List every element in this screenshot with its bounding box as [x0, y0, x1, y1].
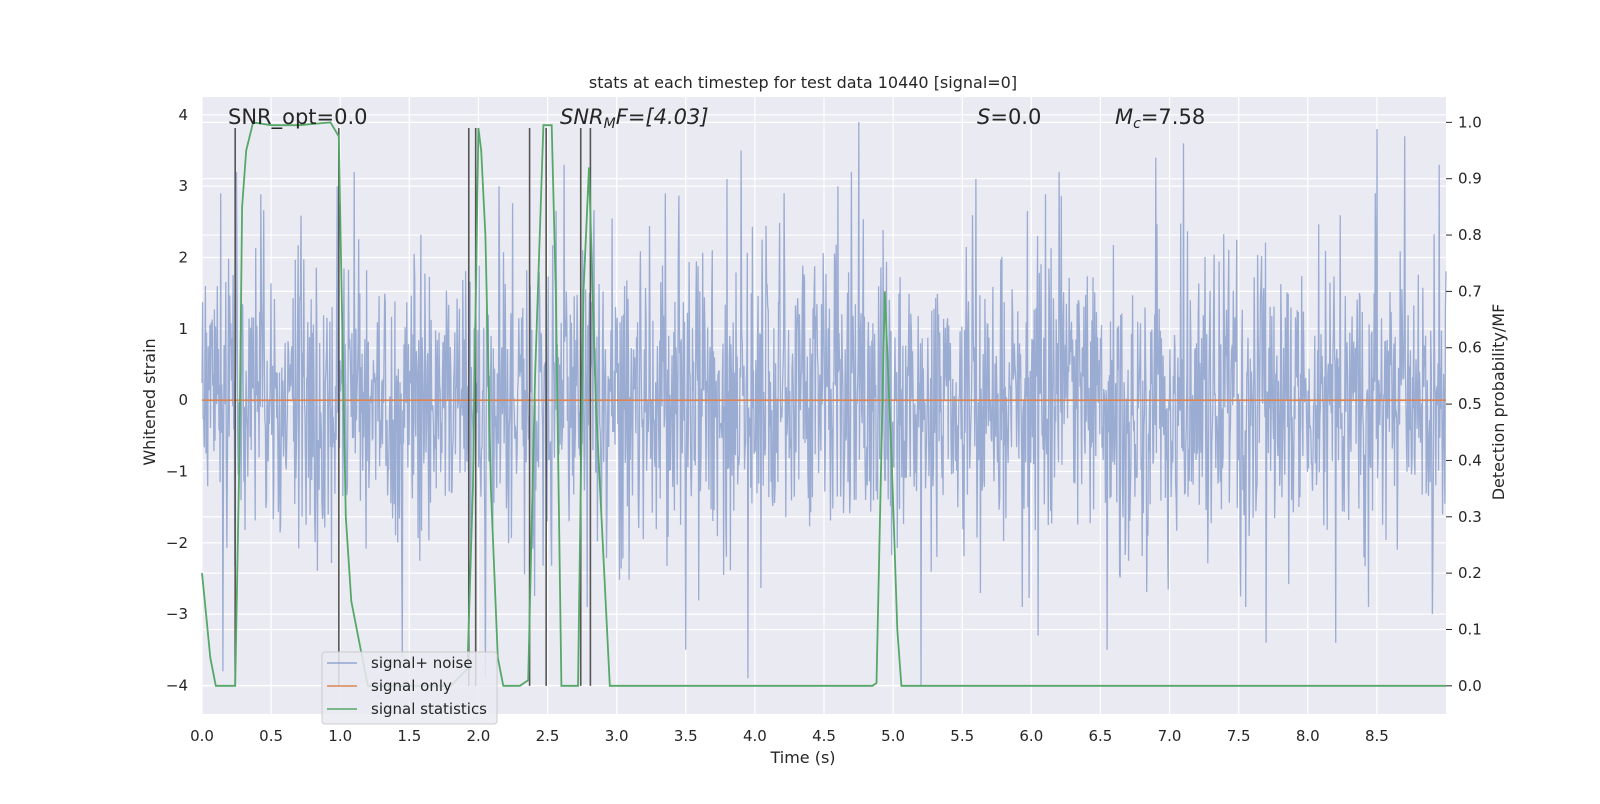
y-right-tick-label: 1.0 — [1458, 113, 1482, 131]
x-tick-label: 7.5 — [1227, 727, 1251, 745]
legend-label-signal-only: signal only — [371, 677, 452, 695]
legend-label-signal-statistics: signal statistics — [371, 700, 487, 718]
y-tick-label: −3 — [166, 605, 188, 623]
annotation-s-main: S — [977, 105, 990, 129]
x-tick-label: 0.5 — [259, 727, 283, 745]
y-right-tick-label: 0.2 — [1458, 564, 1482, 582]
legend: signal+ noise signal only signal statist… — [321, 651, 498, 725]
annotation-mc-main: M — [1115, 105, 1133, 129]
y-tick-label: 1 — [178, 320, 188, 338]
annotation-mc: Mc=7.58 — [1115, 105, 1205, 132]
x-tick-label: 5.0 — [881, 727, 905, 745]
y-tick-label: 3 — [178, 177, 188, 195]
y-right-tick-label: 0.8 — [1458, 226, 1482, 244]
y-right-tick-label: 0.5 — [1458, 395, 1482, 413]
y-right-tick-label: 0.4 — [1458, 451, 1482, 469]
annotation-snr-opt: SNR_opt=0.0 — [228, 105, 368, 130]
y-tick-label: 4 — [178, 106, 188, 124]
y-tick-label: −1 — [166, 462, 188, 480]
x-tick-label: 3.0 — [605, 727, 629, 745]
x-tick-label: 4.0 — [743, 727, 767, 745]
legend-label-signal-plus-noise: signal+ noise — [371, 654, 473, 672]
chart-title: stats at each timestep for test data 104… — [589, 73, 1017, 92]
annotation-s-rest: =0.0 — [990, 105, 1041, 129]
y-axis-ticks: 4 3 2 1 0 −1 −2 −3 −4 — [166, 106, 188, 695]
y-right-tick-label: 0.9 — [1458, 170, 1482, 188]
y-right-tick-label: 0.0 — [1458, 677, 1482, 695]
marker-lines — [234, 127, 592, 686]
y-right-tick-label: 0.7 — [1458, 282, 1482, 300]
y-axis-label: Whitened strain — [140, 338, 159, 465]
annotation-snr-mf-sub: M — [604, 116, 616, 132]
x-tick-label: 1.0 — [328, 727, 352, 745]
annotation-snr-mf-rest: F=[4.03] — [616, 105, 709, 129]
x-tick-label: 2.5 — [536, 727, 560, 745]
x-tick-label: 0.0 — [190, 727, 214, 745]
signal-statistics-line — [201, 121, 1446, 687]
series-signal-statistics — [201, 121, 1446, 687]
y-right-axis-label: Detection probability/MF — [1489, 304, 1508, 501]
y-tick-label: 0 — [178, 391, 188, 409]
x-tick-label: 4.5 — [812, 727, 836, 745]
y-tick-label: 2 — [178, 248, 188, 266]
annotation-snr-mf: SNRMF=[4.03] — [560, 105, 709, 132]
x-axis-ticks: 0.0 0.5 1.0 1.5 2.0 2.5 3.0 3.5 4.0 4.5 5.0 5.5 6.0 6… — [190, 727, 1389, 745]
x-tick-label: 5.5 — [950, 727, 974, 745]
legend-box — [321, 651, 498, 725]
y-right-tick-label: 0.1 — [1458, 620, 1482, 638]
x-tick-label: 1.5 — [397, 727, 421, 745]
x-tick-label: 8.5 — [1365, 727, 1389, 745]
annotation-s: S=0.0 — [977, 105, 1041, 129]
y-right-tick-label: 0.6 — [1458, 339, 1482, 357]
x-tick-label: 3.5 — [674, 727, 698, 745]
x-tick-label: 2.0 — [467, 727, 491, 745]
y-right-axis-ticks: 1.0 0.9 0.8 0.7 0.6 0.5 0.4 0.3 0.2 0.1 0.0 — [1446, 113, 1482, 695]
x-tick-label: 8.0 — [1296, 727, 1320, 745]
annotation-mc-rest: =7.58 — [1141, 105, 1205, 129]
x-tick-label: 6.5 — [1089, 727, 1113, 745]
annotation-snr-mf-main: SNR — [560, 105, 604, 129]
noise-line — [201, 121, 1447, 686]
y-tick-label: −2 — [166, 534, 188, 552]
series-signal-plus-noise — [201, 121, 1447, 686]
y-tick-label: −4 — [166, 676, 188, 694]
x-tick-label: 7.0 — [1158, 727, 1182, 745]
y-right-tick-label: 0.3 — [1458, 508, 1482, 526]
x-axis-label: Time (s) — [769, 748, 835, 767]
x-tick-label: 6.0 — [1019, 727, 1043, 745]
annotation-mc-sub: c — [1133, 116, 1141, 132]
